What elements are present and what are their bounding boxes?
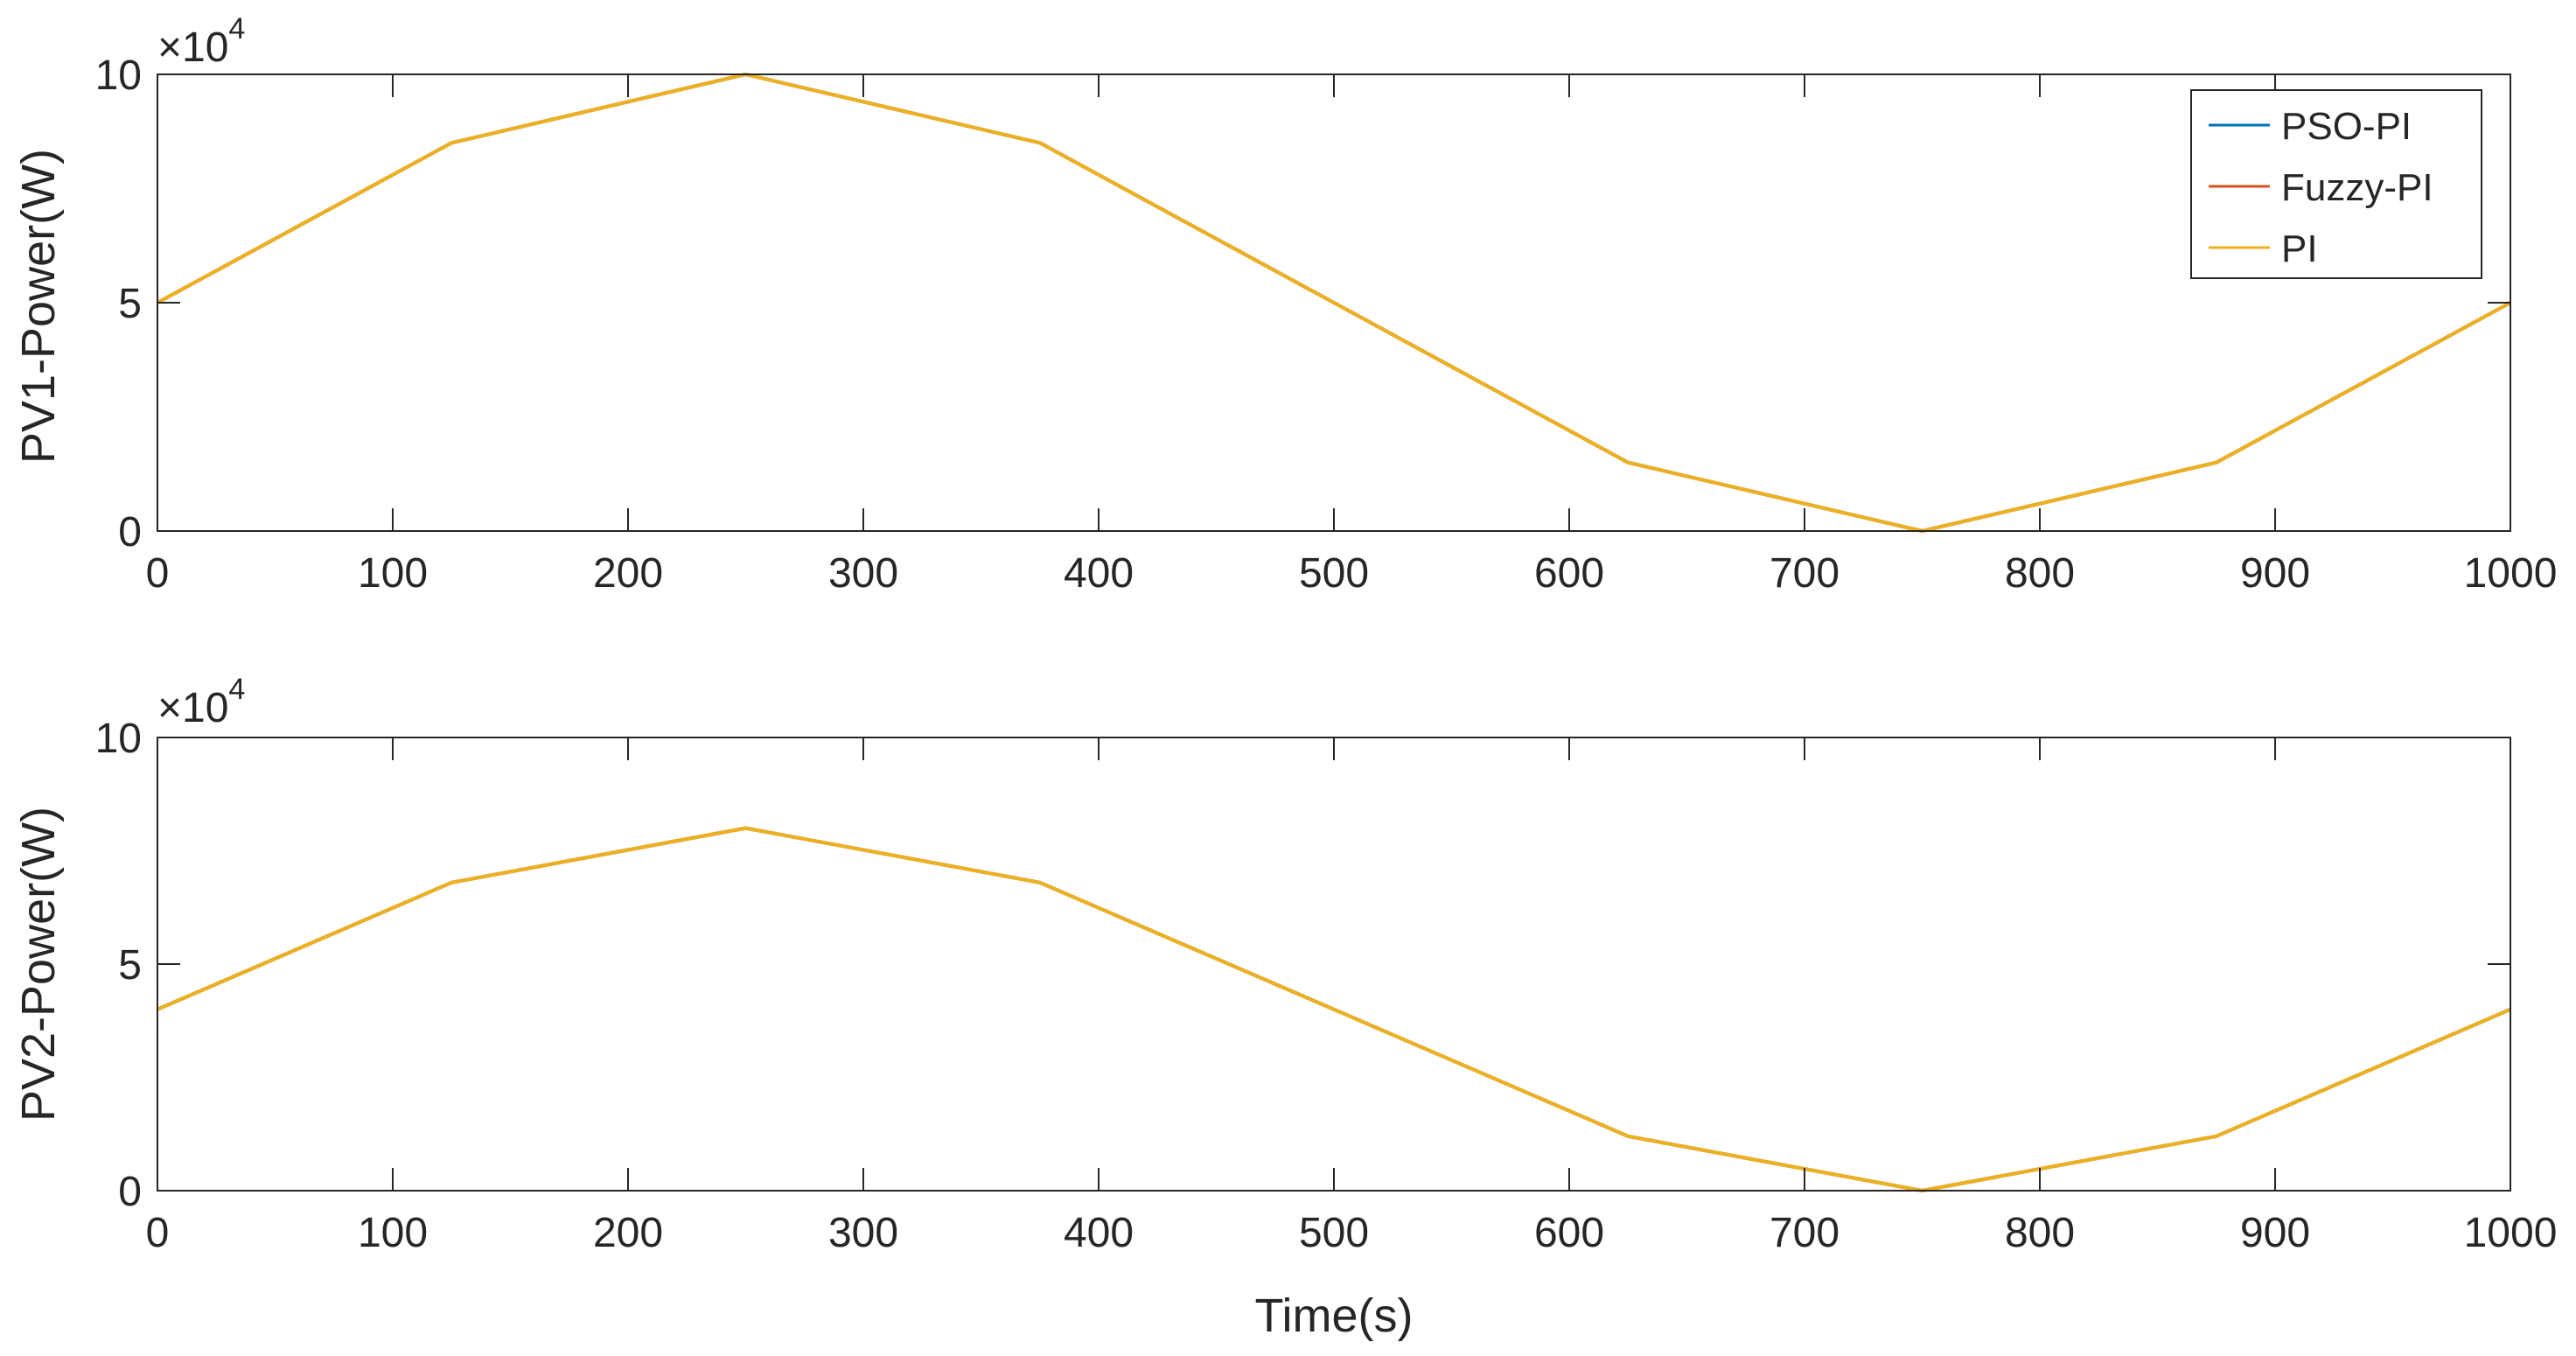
pv2-power-subplot: PV2-Power(W) ×104 0 100 200 300 400 500 600 700…: [12, 673, 2557, 1342]
pv2-x-tick-label-9: 900: [2240, 1210, 2310, 1256]
pv1-x-tick-label-0: 0: [146, 550, 170, 597]
pv1-ticks-layer: 0 100 200 300 400 500 600 700 800 900 1000 0 5 10: [95, 52, 2558, 597]
legend-label-pso-pi: PSO-PI: [2281, 105, 2412, 148]
pv2-y-tick-label-0: 0: [118, 1169, 142, 1215]
pv1-x-tick-label-10: 1000: [2464, 550, 2558, 597]
pv2-axes-box: [157, 737, 2511, 1192]
pv2-x-tick-label-2: 200: [593, 1210, 663, 1256]
pv1-y-exponent: ×104: [157, 12, 245, 71]
pv2-x-tick-label-3: 300: [828, 1210, 898, 1256]
pv1-x-tick-label-8: 800: [2005, 550, 2075, 597]
pv2-x-tick-label-4: 400: [1064, 1210, 1134, 1256]
pv1-series-pi: [157, 73, 2511, 533]
pv1-power-subplot: PV1-Power(W) ×104 0 100 200 300 400 500 600 700…: [12, 12, 2557, 597]
pv1-axes-box: [157, 73, 2511, 532]
pv2-x-tick-label-6: 600: [1534, 1210, 1604, 1256]
pv2-ticks-layer: 0 100 200 300 400 500 600 700 800 900 1000 0 5 10: [95, 716, 2558, 1256]
pv2-x-tick-label-7: 700: [1770, 1210, 1840, 1256]
pv2-y-tick-label-2: 10: [95, 716, 142, 762]
pv2-x-tick-label-1: 100: [358, 1210, 428, 1256]
pv2-x-tick-label-10: 1000: [2464, 1210, 2558, 1256]
pv2-series-pi: [157, 826, 2511, 1192]
pv1-x-tick-label-7: 700: [1770, 550, 1840, 597]
pv2-y-tick-label-1: 5: [118, 942, 142, 989]
legend-label-pi: PI: [2281, 227, 2318, 270]
x-axis-label: Time(s): [1255, 1290, 1414, 1342]
legend: PSO-PI Fuzzy-PI PI: [2190, 89, 2482, 279]
pv1-x-tick-label-5: 500: [1299, 550, 1369, 597]
pv1-x-tick-label-3: 300: [828, 550, 898, 597]
pv2-y-exponent: ×104: [157, 673, 245, 731]
pv2-x-tick-label-8: 800: [2005, 1210, 2075, 1256]
pv2-x-tick-label-5: 500: [1299, 1210, 1369, 1256]
pv1-x-tick-label-2: 200: [593, 550, 663, 597]
pv1-series-layer: [157, 73, 2511, 533]
pv1-y-tick-label-1: 5: [118, 281, 142, 327]
pv2-x-tick-label-0: 0: [146, 1210, 170, 1256]
pv1-x-tick-label-4: 400: [1064, 550, 1134, 597]
pv1-y-axis-label: PV1-Power(W): [12, 149, 65, 464]
pv2-y-axis-label: PV2-Power(W): [12, 807, 65, 1122]
pv1-x-tick-label-1: 100: [358, 550, 428, 597]
legend-label-fuzzy-pi: Fuzzy-PI: [2281, 166, 2433, 209]
pv1-y-tick-label-0: 0: [118, 509, 142, 556]
pv1-y-tick-label-2: 10: [95, 52, 142, 99]
pv1-x-tick-label-9: 900: [2240, 550, 2310, 597]
pv2-series-layer: [157, 826, 2511, 1192]
pv1-x-tick-label-6: 600: [1534, 550, 1604, 597]
